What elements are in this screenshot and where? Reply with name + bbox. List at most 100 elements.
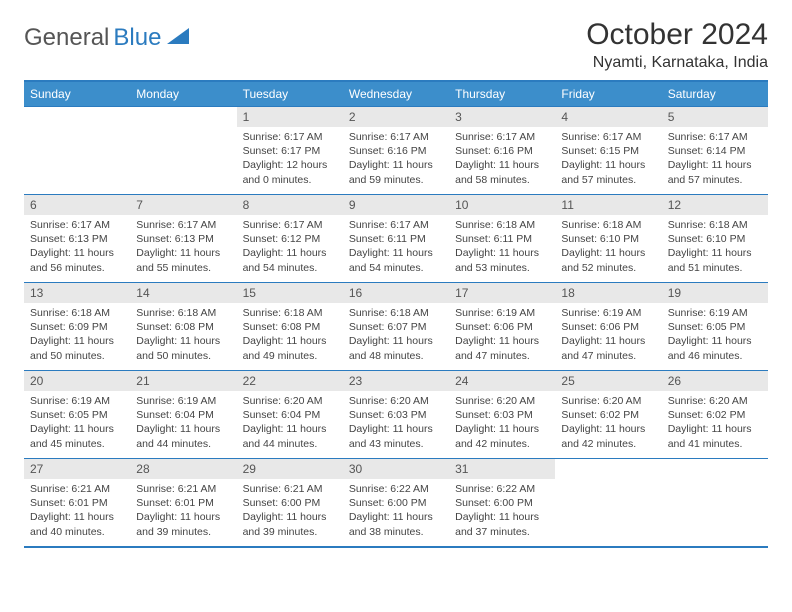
day-body: Sunrise: 6:17 AMSunset: 6:13 PMDaylight:… [130, 215, 236, 281]
logo-triangle-icon [167, 28, 189, 49]
calendar-cell: 8Sunrise: 6:17 AMSunset: 6:12 PMDaylight… [237, 195, 343, 283]
day-line: Sunrise: 6:19 AM [561, 306, 655, 320]
day-line: Daylight: 11 hours and 52 minutes. [561, 246, 655, 274]
day-body: Sunrise: 6:18 AMSunset: 6:10 PMDaylight:… [662, 215, 768, 281]
calendar-cell: 24Sunrise: 6:20 AMSunset: 6:03 PMDayligh… [449, 371, 555, 459]
day-body: Sunrise: 6:18 AMSunset: 6:11 PMDaylight:… [449, 215, 555, 281]
day-body: Sunrise: 6:17 AMSunset: 6:12 PMDaylight:… [237, 215, 343, 281]
day-line: Daylight: 11 hours and 49 minutes. [243, 334, 337, 362]
day-line: Daylight: 11 hours and 42 minutes. [455, 422, 549, 450]
calendar-cell: 3Sunrise: 6:17 AMSunset: 6:16 PMDaylight… [449, 107, 555, 195]
day-line: Daylight: 11 hours and 43 minutes. [349, 422, 443, 450]
day-line: Daylight: 11 hours and 39 minutes. [136, 510, 230, 538]
day-line: Sunset: 6:01 PM [30, 496, 124, 510]
day-number: 15 [237, 283, 343, 303]
calendar-cell: 19Sunrise: 6:19 AMSunset: 6:05 PMDayligh… [662, 283, 768, 371]
day-line: Sunrise: 6:18 AM [243, 306, 337, 320]
day-line: Daylight: 11 hours and 45 minutes. [30, 422, 124, 450]
day-header: Tuesday [237, 81, 343, 107]
calendar-cell: 20Sunrise: 6:19 AMSunset: 6:05 PMDayligh… [24, 371, 130, 459]
day-number: 1 [237, 107, 343, 127]
day-line: Daylight: 11 hours and 57 minutes. [561, 158, 655, 186]
day-line: Sunset: 6:12 PM [243, 232, 337, 246]
day-line: Sunset: 6:10 PM [668, 232, 762, 246]
day-body: Sunrise: 6:17 AMSunset: 6:16 PMDaylight:… [449, 127, 555, 193]
day-line: Sunrise: 6:19 AM [30, 394, 124, 408]
day-line: Sunset: 6:14 PM [668, 144, 762, 158]
day-number: 14 [130, 283, 236, 303]
day-number: 22 [237, 371, 343, 391]
day-body: Sunrise: 6:17 AMSunset: 6:16 PMDaylight:… [343, 127, 449, 193]
logo: GeneralBlue [24, 18, 189, 52]
calendar-cell: 21Sunrise: 6:19 AMSunset: 6:04 PMDayligh… [130, 371, 236, 459]
day-number: 5 [662, 107, 768, 127]
calendar-week-row: 1Sunrise: 6:17 AMSunset: 6:17 PMDaylight… [24, 107, 768, 195]
day-body: Sunrise: 6:20 AMSunset: 6:04 PMDaylight:… [237, 391, 343, 457]
day-body: Sunrise: 6:22 AMSunset: 6:00 PMDaylight:… [343, 479, 449, 545]
day-body: Sunrise: 6:18 AMSunset: 6:09 PMDaylight:… [24, 303, 130, 369]
calendar-week-row: 6Sunrise: 6:17 AMSunset: 6:13 PMDaylight… [24, 195, 768, 283]
day-number: 6 [24, 195, 130, 215]
day-body: Sunrise: 6:21 AMSunset: 6:01 PMDaylight:… [24, 479, 130, 545]
day-number: 17 [449, 283, 555, 303]
day-number: 8 [237, 195, 343, 215]
day-body: Sunrise: 6:19 AMSunset: 6:05 PMDaylight:… [662, 303, 768, 369]
day-body: Sunrise: 6:18 AMSunset: 6:08 PMDaylight:… [237, 303, 343, 369]
day-number: 27 [24, 459, 130, 479]
day-line: Sunrise: 6:18 AM [561, 218, 655, 232]
day-line: Sunrise: 6:20 AM [668, 394, 762, 408]
day-number: 12 [662, 195, 768, 215]
day-line: Sunset: 6:05 PM [668, 320, 762, 334]
day-line: Daylight: 11 hours and 40 minutes. [30, 510, 124, 538]
day-line: Sunrise: 6:18 AM [136, 306, 230, 320]
day-line: Sunset: 6:00 PM [243, 496, 337, 510]
day-body: Sunrise: 6:21 AMSunset: 6:01 PMDaylight:… [130, 479, 236, 545]
calendar-cell: 14Sunrise: 6:18 AMSunset: 6:08 PMDayligh… [130, 283, 236, 371]
page-subtitle: Nyamti, Karnataka, India [586, 54, 768, 72]
day-number: 9 [343, 195, 449, 215]
day-line: Daylight: 11 hours and 56 minutes. [30, 246, 124, 274]
day-line: Daylight: 11 hours and 42 minutes. [561, 422, 655, 450]
day-line: Sunset: 6:07 PM [349, 320, 443, 334]
day-number: 10 [449, 195, 555, 215]
day-line: Daylight: 11 hours and 47 minutes. [455, 334, 549, 362]
page-header: GeneralBlue October 2024 Nyamti, Karnata… [24, 18, 768, 72]
day-line: Sunset: 6:00 PM [349, 496, 443, 510]
calendar-table: SundayMondayTuesdayWednesdayThursdayFrid… [24, 80, 768, 548]
day-line: Daylight: 11 hours and 57 minutes. [668, 158, 762, 186]
day-line: Sunset: 6:02 PM [668, 408, 762, 422]
calendar-cell: 5Sunrise: 6:17 AMSunset: 6:14 PMDaylight… [662, 107, 768, 195]
day-number: 16 [343, 283, 449, 303]
calendar-cell: 16Sunrise: 6:18 AMSunset: 6:07 PMDayligh… [343, 283, 449, 371]
day-line: Sunrise: 6:18 AM [455, 218, 549, 232]
day-line: Daylight: 11 hours and 48 minutes. [349, 334, 443, 362]
day-line: Sunset: 6:04 PM [136, 408, 230, 422]
day-number: 2 [343, 107, 449, 127]
calendar-cell: 15Sunrise: 6:18 AMSunset: 6:08 PMDayligh… [237, 283, 343, 371]
calendar-cell: 22Sunrise: 6:20 AMSunset: 6:04 PMDayligh… [237, 371, 343, 459]
day-header: Sunday [24, 81, 130, 107]
day-line: Daylight: 11 hours and 39 minutes. [243, 510, 337, 538]
day-header: Thursday [449, 81, 555, 107]
day-number: 3 [449, 107, 555, 127]
day-number: 19 [662, 283, 768, 303]
calendar-cell: 30Sunrise: 6:22 AMSunset: 6:00 PMDayligh… [343, 459, 449, 547]
day-line: Sunset: 6:13 PM [136, 232, 230, 246]
logo-text-1: General [24, 24, 109, 52]
day-line: Sunrise: 6:17 AM [30, 218, 124, 232]
day-line: Sunset: 6:17 PM [243, 144, 337, 158]
day-header: Monday [130, 81, 236, 107]
day-line: Sunset: 6:15 PM [561, 144, 655, 158]
day-line: Sunset: 6:01 PM [136, 496, 230, 510]
calendar-week-row: 20Sunrise: 6:19 AMSunset: 6:05 PMDayligh… [24, 371, 768, 459]
day-line: Daylight: 11 hours and 59 minutes. [349, 158, 443, 186]
calendar-cell [130, 107, 236, 195]
day-line: Daylight: 11 hours and 47 minutes. [561, 334, 655, 362]
day-line: Daylight: 11 hours and 54 minutes. [349, 246, 443, 274]
calendar-cell: 2Sunrise: 6:17 AMSunset: 6:16 PMDaylight… [343, 107, 449, 195]
day-line: Sunset: 6:03 PM [349, 408, 443, 422]
day-line: Sunset: 6:09 PM [30, 320, 124, 334]
day-number: 24 [449, 371, 555, 391]
day-body: Sunrise: 6:18 AMSunset: 6:10 PMDaylight:… [555, 215, 661, 281]
day-header: Wednesday [343, 81, 449, 107]
